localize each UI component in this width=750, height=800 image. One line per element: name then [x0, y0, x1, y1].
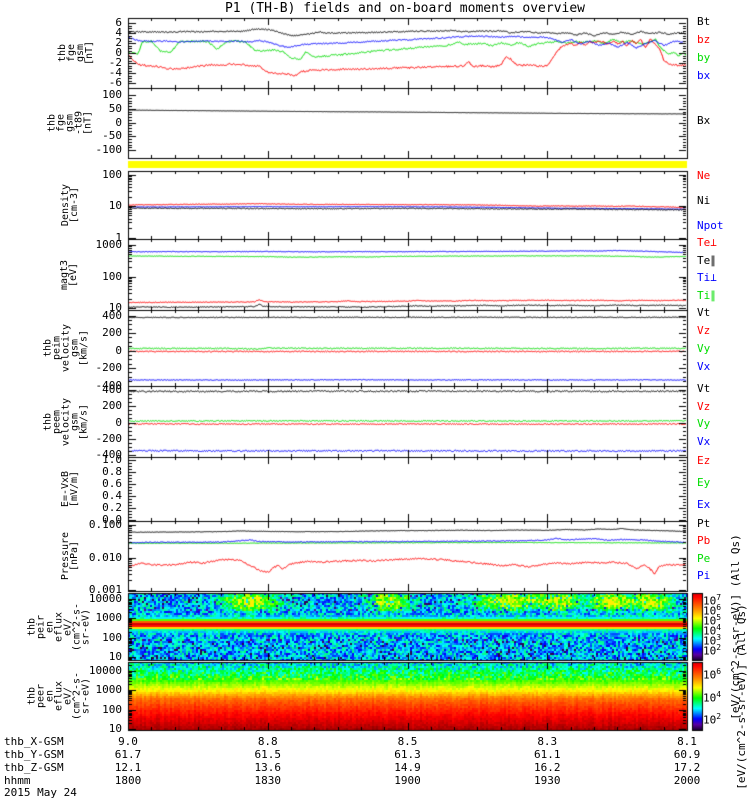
plot-title: P1 (TH-B) fields and on-board moments ov…: [224, 1, 586, 16]
